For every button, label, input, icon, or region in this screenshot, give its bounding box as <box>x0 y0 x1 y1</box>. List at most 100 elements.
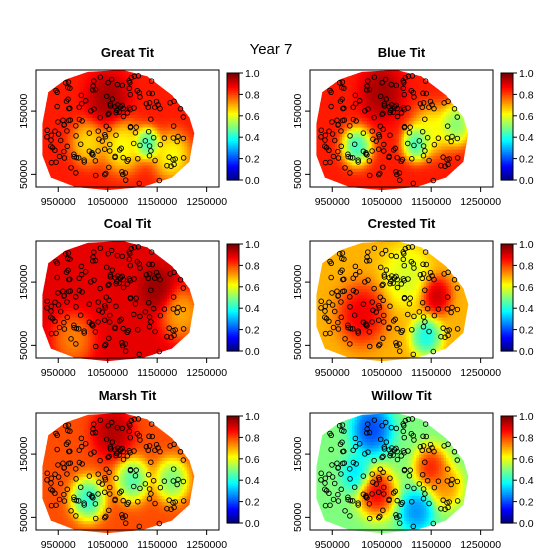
heatmap-cell <box>112 133 116 138</box>
heatmap-cell <box>55 126 59 131</box>
heatmap-cell <box>60 111 64 115</box>
heatmap-cell <box>122 88 126 93</box>
heatmap-cell <box>159 130 163 134</box>
heatmap-cell <box>162 101 166 106</box>
heatmap-cell <box>426 114 430 119</box>
heatmap-cell <box>450 152 455 156</box>
heatmap-cell <box>68 117 72 122</box>
heatmap-cell <box>147 152 151 156</box>
heatmap-cell <box>107 133 111 138</box>
heatmap-cell <box>366 117 370 122</box>
heatmap-cell <box>122 152 126 156</box>
heatmap-cell <box>186 136 190 141</box>
heatmap-cell <box>416 104 420 109</box>
heatmap-cell <box>159 171 163 175</box>
heatmap-cell <box>134 139 138 144</box>
colorbar-swatch <box>227 81 239 85</box>
heatmap-cell <box>332 177 336 182</box>
heatmap-cell <box>115 142 119 147</box>
heatmap-cell <box>176 111 181 115</box>
heatmap-cell <box>401 70 405 74</box>
heatmap-cell <box>144 92 148 96</box>
heatmap-cell <box>337 95 341 100</box>
heatmap-cell <box>339 133 343 138</box>
heatmap-cell <box>120 92 124 96</box>
heatmap-cell <box>448 73 452 77</box>
heatmap-cell <box>110 164 114 169</box>
heatmap-cell <box>384 117 388 122</box>
heatmap-cell <box>137 98 141 103</box>
heatmap-cell <box>347 98 351 103</box>
heatmap-cell <box>366 180 370 185</box>
heatmap-cell <box>347 130 351 134</box>
heatmap-cell <box>448 149 452 153</box>
heatmap-cell <box>129 164 134 169</box>
heatmap-cell <box>167 136 171 141</box>
heatmap-cell <box>147 92 151 96</box>
heatmap-cell <box>371 114 375 119</box>
heatmap-cell <box>418 92 422 96</box>
colorbar: 0.00.20.40.60.81.0 <box>226 68 260 187</box>
heatmap-cell <box>42 187 45 191</box>
heatmap-cell <box>45 161 49 166</box>
heatmap-cell <box>458 133 462 138</box>
heatmap-cell <box>376 183 380 188</box>
heatmap-cell <box>408 88 412 93</box>
heatmap-cell <box>332 145 336 150</box>
heatmap-cell <box>139 98 143 103</box>
heatmap-cell <box>142 164 146 169</box>
heatmap-cell <box>431 168 435 172</box>
heatmap-cell <box>322 107 326 112</box>
heatmap-cell <box>413 183 417 188</box>
heatmap-cell <box>152 104 156 109</box>
heatmap-cell <box>87 177 92 182</box>
heatmap-cell <box>394 95 398 100</box>
heatmap-cell <box>401 171 405 175</box>
heatmap-cell <box>349 158 353 163</box>
heatmap-cell <box>316 158 319 163</box>
heatmap-cell <box>176 79 181 84</box>
heatmap-cell <box>334 85 338 90</box>
heatmap-cell <box>191 120 195 125</box>
heatmap-cell <box>167 158 171 163</box>
heatmap-cell <box>386 136 390 141</box>
heatmap-cell <box>152 73 156 77</box>
heatmap-cell <box>441 133 445 138</box>
colorbar-swatch <box>227 144 239 147</box>
heatmap-cell <box>406 88 410 93</box>
heatmap-cell <box>65 158 69 163</box>
survey-point <box>127 91 134 98</box>
heatmap-cell <box>347 92 351 96</box>
heatmap-cell <box>117 73 121 77</box>
heatmap-cell <box>349 164 353 169</box>
heatmap-cell <box>339 187 343 191</box>
survey-point <box>171 161 177 168</box>
heatmap-cell <box>455 70 459 74</box>
survey-point <box>65 79 72 85</box>
heatmap-cell <box>354 183 358 188</box>
heatmap-cell <box>78 187 82 191</box>
heatmap-cell <box>172 139 176 144</box>
heatmap-cell <box>369 142 373 147</box>
heatmap-cell <box>100 139 104 144</box>
heatmap-cell <box>423 164 427 169</box>
heatmap-cell <box>147 95 151 100</box>
heatmap-cell <box>394 88 398 93</box>
heatmap-cell <box>374 180 378 185</box>
heatmap-cell <box>181 161 185 166</box>
heatmap-cell <box>137 104 141 109</box>
heatmap-cell <box>132 136 136 141</box>
heatmap-cell <box>386 120 390 125</box>
heatmap-cell <box>361 130 366 134</box>
heatmap-cell <box>125 145 129 150</box>
heatmap-cell <box>433 142 437 147</box>
heatmap-cell <box>189 70 193 74</box>
heatmap-cell <box>82 101 87 106</box>
heatmap-cell <box>68 111 72 115</box>
heatmap-cell <box>327 107 331 112</box>
heatmap-cell <box>448 145 452 150</box>
heatmap-cell <box>418 152 422 156</box>
heatmap-cell <box>169 111 173 115</box>
survey-point <box>166 154 172 160</box>
heatmap-cell <box>401 104 405 109</box>
